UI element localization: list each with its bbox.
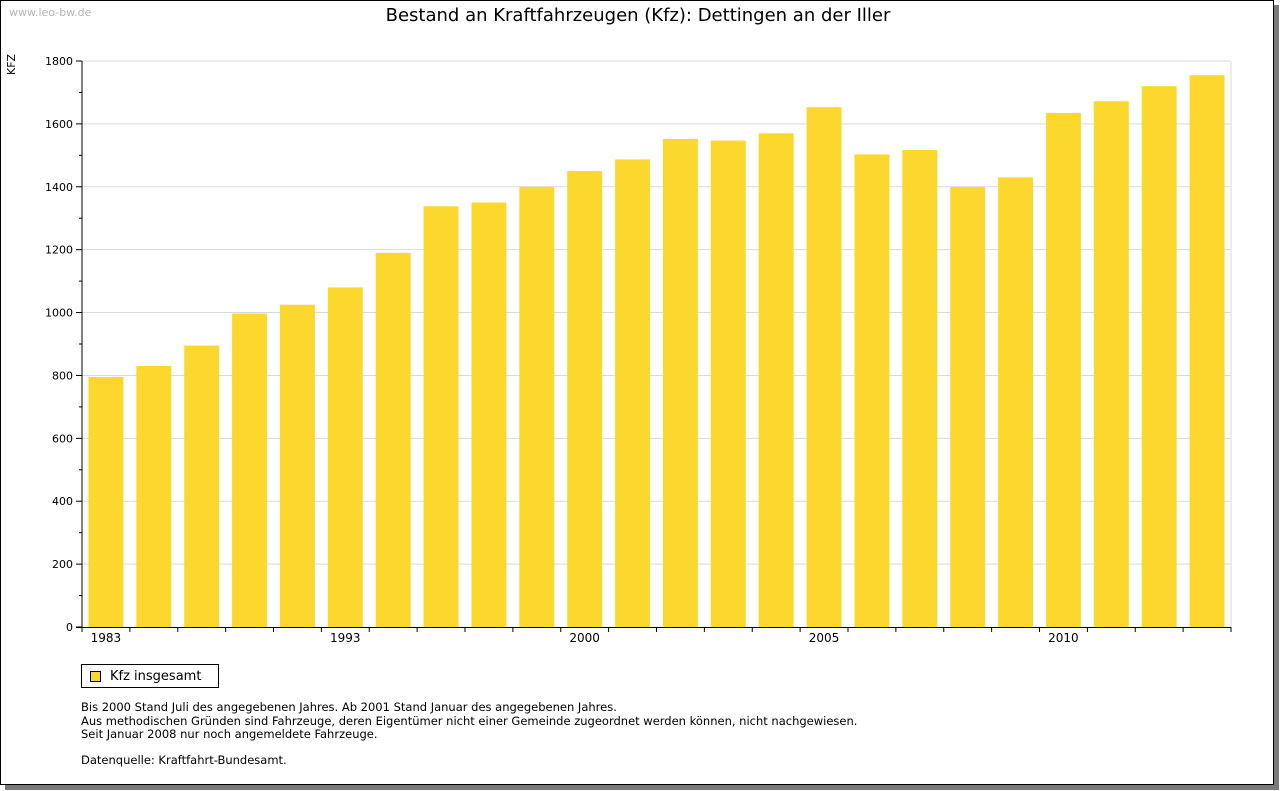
legend-swatch <box>90 670 101 682</box>
watermark: www.leo-bw.de <box>9 6 92 19</box>
y-tick-label-600: 600 <box>52 432 73 445</box>
y-tick-label-1200: 1200 <box>45 244 73 257</box>
legend-label: Kfz insgesamt <box>110 668 202 684</box>
footnotes: Bis 2000 Stand Juli des angegebenen Jahr… <box>81 700 858 742</box>
bar-2 <box>184 345 220 627</box>
chart-title: Bestand an Kraftfahrzeugen (Kfz): Dettin… <box>385 5 891 26</box>
footnote-3: Seit Januar 2008 nur noch angemeldete Fa… <box>81 727 378 741</box>
y-tick-label-1000: 1000 <box>45 307 73 320</box>
y-tick-label-1400: 1400 <box>45 181 73 194</box>
bar-5 <box>327 287 363 627</box>
bar-12 <box>662 138 698 627</box>
footnote-2: Aus methodischen Gründen sind Fahrzeuge,… <box>81 713 858 728</box>
bar-17 <box>902 149 938 627</box>
bar-20 <box>1045 112 1081 628</box>
bar-3 <box>232 313 268 627</box>
y-tick-label-0: 0 <box>66 621 73 634</box>
data-source: Datenquelle: Kraftfahrt-Bundesamt. <box>81 753 287 767</box>
bar-6 <box>375 252 411 628</box>
bar-18 <box>950 187 986 627</box>
bar-21 <box>1093 101 1129 627</box>
x-tick-label-1993: 1993 <box>330 631 361 645</box>
bar-14 <box>758 133 794 628</box>
bars <box>88 75 1225 628</box>
y-tick-labels: 0 200 400 600 800 1000 1200 1400 1600 1800 <box>45 55 73 634</box>
bar-22 <box>1141 86 1177 627</box>
axes <box>76 60 1232 632</box>
x-tick-labels: 1983 1993 2000 2005 2010 <box>91 631 1079 645</box>
bar-15 <box>806 107 842 628</box>
y-tick-label-1800: 1800 <box>45 55 73 68</box>
bar-7 <box>423 206 459 628</box>
bar-1 <box>136 366 172 627</box>
x-tick-label-2010: 2010 <box>1048 631 1079 645</box>
x-tick-label-2005: 2005 <box>809 631 840 645</box>
bar-8 <box>471 202 507 627</box>
bar-9 <box>519 186 555 627</box>
bar-16 <box>854 154 890 627</box>
gridlines <box>82 60 1232 627</box>
legend: Kfz insgesamt <box>81 664 219 688</box>
y-tick-label-800: 800 <box>52 369 73 382</box>
bar-11 <box>615 159 651 627</box>
y-tick-label-200: 200 <box>52 558 73 571</box>
x-tick-label-2000: 2000 <box>569 631 600 645</box>
bar-4 <box>279 304 315 627</box>
bar-19 <box>998 177 1034 627</box>
bar-10 <box>567 171 603 628</box>
y-tick-label-400: 400 <box>52 495 73 508</box>
footnote-1: Bis 2000 Stand Juli des angegebenen Jahr… <box>81 700 617 714</box>
bar-23 <box>1189 75 1225 627</box>
bar-13 <box>710 140 746 627</box>
x-tick-label-1983: 1983 <box>91 631 122 645</box>
bar-0 <box>88 377 124 627</box>
y-tick-label-1600: 1600 <box>45 118 73 131</box>
